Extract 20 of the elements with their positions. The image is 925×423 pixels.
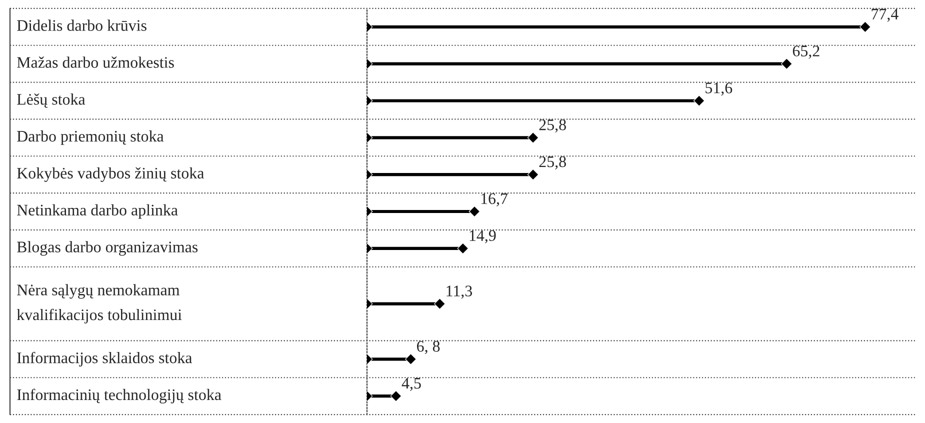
- y-tick-label: Darbo priemonių stoka: [17, 130, 164, 145]
- y-tick-label: Netinkama darbo aplinka: [17, 204, 178, 219]
- data-label: 51,6: [706, 82, 732, 96]
- y-tick-label: Lėšų stoka: [17, 93, 86, 108]
- y-tick-label: Informacinių technologijų stoka: [17, 388, 222, 404]
- y-tick-label: Kokybės vadybos žinių stoka: [17, 167, 204, 182]
- data-label: 77,4: [872, 8, 898, 22]
- data-label: 11,3: [446, 286, 472, 299]
- y-tick-label: Nėra sąlygų nemokamam kvalifikacijos tobulinimui: [16, 284, 182, 324]
- data-label: 25,8: [539, 156, 566, 170]
- y-tick-label: Didelis darbo krūvis: [17, 20, 146, 31]
- data-label: 65,2: [792, 46, 820, 59]
- y-tick-label: Blogas darbo organizavimas: [17, 241, 198, 256]
- data-label: 16,7: [481, 193, 508, 206]
- data-label: 25,8: [539, 119, 566, 133]
- data-label: 4,5: [402, 378, 421, 391]
- data-label: 6, 8: [417, 340, 440, 354]
- y-tick-label: Informacijos sklaidos stoka: [17, 352, 192, 366]
- y-tick-label: Mažas darbo užmokestis: [17, 56, 174, 68]
- data-label: 14,9: [470, 230, 496, 244]
